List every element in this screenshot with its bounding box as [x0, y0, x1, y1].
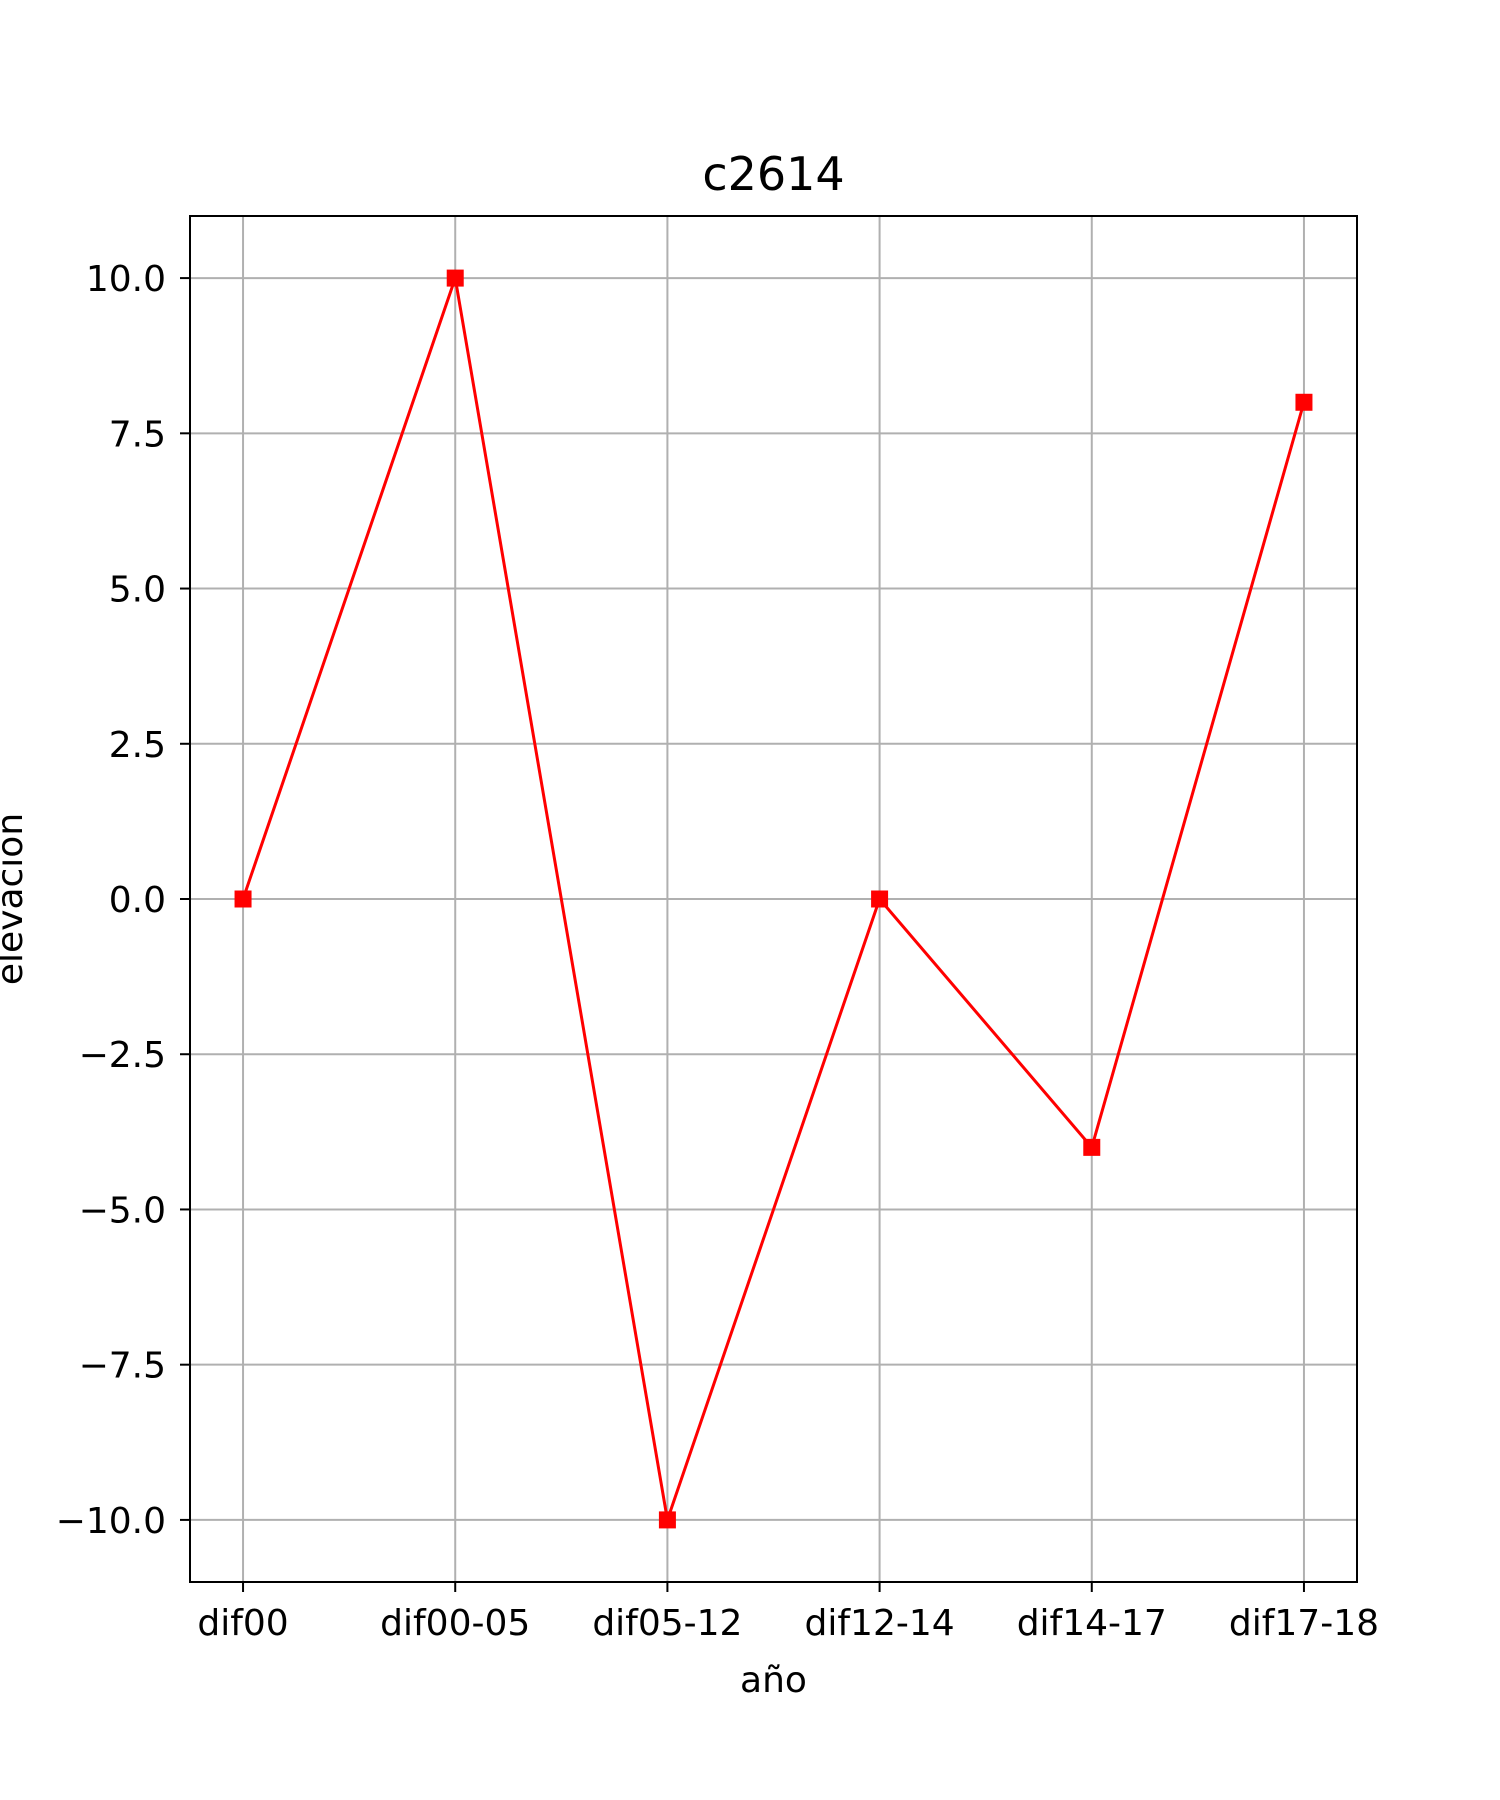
- y-tick-label: 7.5: [109, 414, 166, 455]
- x-tick-label: dif17-18: [1229, 1603, 1379, 1644]
- chart-title: c2614: [702, 147, 844, 201]
- y-axis-label: elevación: [0, 813, 31, 985]
- data-point-marker: [234, 890, 252, 908]
- series-layer: [234, 269, 1313, 1529]
- data-point-marker: [658, 1511, 676, 1529]
- x-axis-label: año: [740, 1660, 807, 1701]
- y-tick-label: −10.0: [56, 1501, 166, 1542]
- data-point-marker: [446, 269, 464, 287]
- x-tick-label: dif00-05: [380, 1603, 530, 1644]
- x-tick-label: dif12-14: [805, 1603, 955, 1644]
- y-tick-label: 5.0: [109, 570, 166, 611]
- y-tick-label: −2.5: [79, 1035, 166, 1076]
- x-tick-label: dif05-12: [592, 1603, 742, 1644]
- y-tick-label: −7.5: [79, 1346, 166, 1387]
- y-tick-label: 2.5: [109, 725, 166, 766]
- data-point-marker: [871, 890, 889, 908]
- x-tick-label: dif14-17: [1017, 1603, 1167, 1644]
- ticks: dif00 dif00-05 dif05-12 dif12-14 dif14-17 dif…: [56, 259, 1379, 1644]
- x-tick-label: dif00: [197, 1603, 288, 1644]
- series-line: [241, 277, 1306, 1521]
- y-tick-label: 0.0: [109, 880, 166, 921]
- data-point-marker: [1083, 1138, 1101, 1156]
- data-point-marker: [1295, 393, 1313, 411]
- y-tick-label: 10.0: [86, 259, 166, 300]
- y-tick-label: −5.0: [79, 1190, 166, 1231]
